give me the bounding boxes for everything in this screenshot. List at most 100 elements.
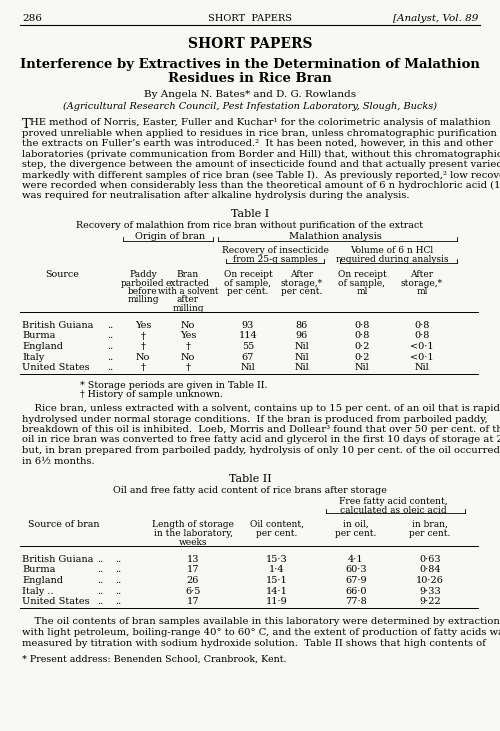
Text: 55: 55 [242,342,254,351]
Text: 93: 93 [242,321,254,330]
Text: 15·1: 15·1 [266,576,288,585]
Text: No: No [181,352,195,362]
Text: required during analysis: required during analysis [336,255,448,264]
Text: T: T [22,118,31,131]
Text: 17: 17 [187,597,199,606]
Text: ..: .. [115,566,121,575]
Text: of sample,: of sample, [338,279,386,287]
Text: 0·8: 0·8 [354,321,370,330]
Text: laboratories (private communication from Border and Hill) that, without this chr: laboratories (private communication from… [22,150,500,159]
Text: 67: 67 [242,352,254,362]
Text: British Guiana: British Guiana [22,321,94,330]
Text: Paddy: Paddy [129,270,157,279]
Text: The oil contents of bran samples available in this laboratory were determined by: The oil contents of bran samples availab… [22,618,500,626]
Text: 0·2: 0·2 [354,352,370,362]
Text: United States: United States [22,363,90,372]
Text: Burma: Burma [22,331,56,341]
Text: Length of storage: Length of storage [152,520,234,529]
Text: ..: .. [115,555,121,564]
Text: storage,*: storage,* [281,279,323,287]
Text: Recovery of malathion from rice bran without purification of the extract: Recovery of malathion from rice bran wit… [76,221,424,230]
Text: ..: .. [107,363,113,372]
Text: ..: .. [107,321,113,330]
Text: Source: Source [45,270,79,279]
Text: [Analyst, Vol. 89: [Analyst, Vol. 89 [392,14,478,23]
Text: Nil: Nil [294,352,310,362]
Text: 60·3: 60·3 [345,566,367,575]
Text: <0·1: <0·1 [410,342,434,351]
Text: Yes: Yes [180,331,196,341]
Text: proved unreliable when applied to residues in rice bran, unless chromatographic : proved unreliable when applied to residu… [22,129,500,137]
Text: 17: 17 [187,566,199,575]
Text: Volume of 6 n HCl: Volume of 6 n HCl [350,246,434,255]
Text: per cent.: per cent. [336,529,376,538]
Text: SHORT PAPERS: SHORT PAPERS [188,37,312,51]
Text: ..: .. [97,576,103,585]
Text: Yes: Yes [135,321,151,330]
Text: was required for neutralisation after alkaline hydrolysis during the analysis.: was required for neutralisation after al… [22,192,409,200]
Text: the extracts on Fuller’s earth was introduced.²  It has been noted, however, in : the extracts on Fuller’s earth was intro… [22,139,493,148]
Text: Oil and free fatty acid content of rice brans after storage: Oil and free fatty acid content of rice … [113,486,387,495]
Text: markedly with different samples of rice bran (see Table I).  As previously repor: markedly with different samples of rice … [22,170,500,180]
Text: Free fatty acid content,: Free fatty acid content, [338,497,448,506]
Text: Nil: Nil [414,363,430,372]
Text: 0·2: 0·2 [354,342,370,351]
Text: By Angela N. Bates* and D. G. Rowlands: By Angela N. Bates* and D. G. Rowlands [144,90,356,99]
Text: per cent.: per cent. [282,287,323,296]
Text: 6·5: 6·5 [186,586,200,596]
Text: per cent.: per cent. [256,529,298,538]
Text: in bran,: in bran, [412,520,448,529]
Text: 77·8: 77·8 [345,597,367,606]
Text: Burma: Burma [22,566,56,575]
Text: †: † [186,363,190,372]
Text: ml: ml [356,287,368,296]
Text: 9·33: 9·33 [419,586,441,596]
Text: ..: .. [107,352,113,362]
Text: †: † [140,331,145,341]
Text: ..: .. [115,597,121,606]
Text: * Storage periods are given in Table II.: * Storage periods are given in Table II. [80,381,268,390]
Text: Rice bran, unless extracted with a solvent, contains up to 15 per cent. of an oi: Rice bran, unless extracted with a solve… [22,404,500,413]
Text: ..: .. [97,597,103,606]
Text: from 25-g samples: from 25-g samples [232,255,318,264]
Text: HE method of Norris, Easter, Fuller and Kuchar¹ for the colorimetric analysis of: HE method of Norris, Easter, Fuller and … [30,118,490,127]
Text: United States: United States [22,597,90,606]
Text: <0·1: <0·1 [410,352,434,362]
Text: with light petroleum, boiling-range 40° to 60° C, and the extent of production o: with light petroleum, boiling-range 40° … [22,628,500,637]
Text: No: No [136,352,150,362]
Text: calculated as oleic acid: calculated as oleic acid [340,506,446,515]
Text: Table I: Table I [231,209,269,219]
Text: in 6½ months.: in 6½ months. [22,456,95,466]
Text: in oil,: in oil, [343,520,369,529]
Text: in the laboratory,: in the laboratory, [154,529,232,538]
Text: Nil: Nil [294,342,310,351]
Text: 114: 114 [238,331,258,341]
Text: but, in bran prepared from parboiled paddy, hydrolysis of only 10 per cent. of t: but, in bran prepared from parboiled pad… [22,446,500,455]
Text: with a solvent: with a solvent [158,287,218,296]
Text: Nil: Nil [240,363,256,372]
Text: Malathion analysis: Malathion analysis [288,232,382,241]
Text: were recorded when considerably less than the theoretical amount of 6 n hydrochl: were recorded when considerably less tha… [22,181,500,190]
Text: weeks: weeks [179,538,208,547]
Text: After: After [290,270,314,279]
Text: 1·4: 1·4 [269,566,285,575]
Text: oil in rice bran was converted to free fatty acid and glycerol in the first 10 d: oil in rice bran was converted to free f… [22,436,500,444]
Text: 0·8: 0·8 [354,331,370,341]
Text: ..: .. [115,586,121,596]
Text: England: England [22,342,63,351]
Text: After: After [410,270,434,279]
Text: ..: .. [107,331,113,341]
Text: Table II: Table II [228,474,272,484]
Text: 9·22: 9·22 [419,597,441,606]
Text: ml: ml [416,287,428,296]
Text: 4·1: 4·1 [348,555,364,564]
Text: ..: .. [97,566,103,575]
Text: Italy: Italy [22,352,44,362]
Text: ..: .. [115,576,121,585]
Text: †: † [140,342,145,351]
Text: 15·3: 15·3 [266,555,288,564]
Text: Recovery of insecticide: Recovery of insecticide [222,246,328,255]
Text: 0·8: 0·8 [414,321,430,330]
Text: 11·9: 11·9 [266,597,288,606]
Text: 10·26: 10·26 [416,576,444,585]
